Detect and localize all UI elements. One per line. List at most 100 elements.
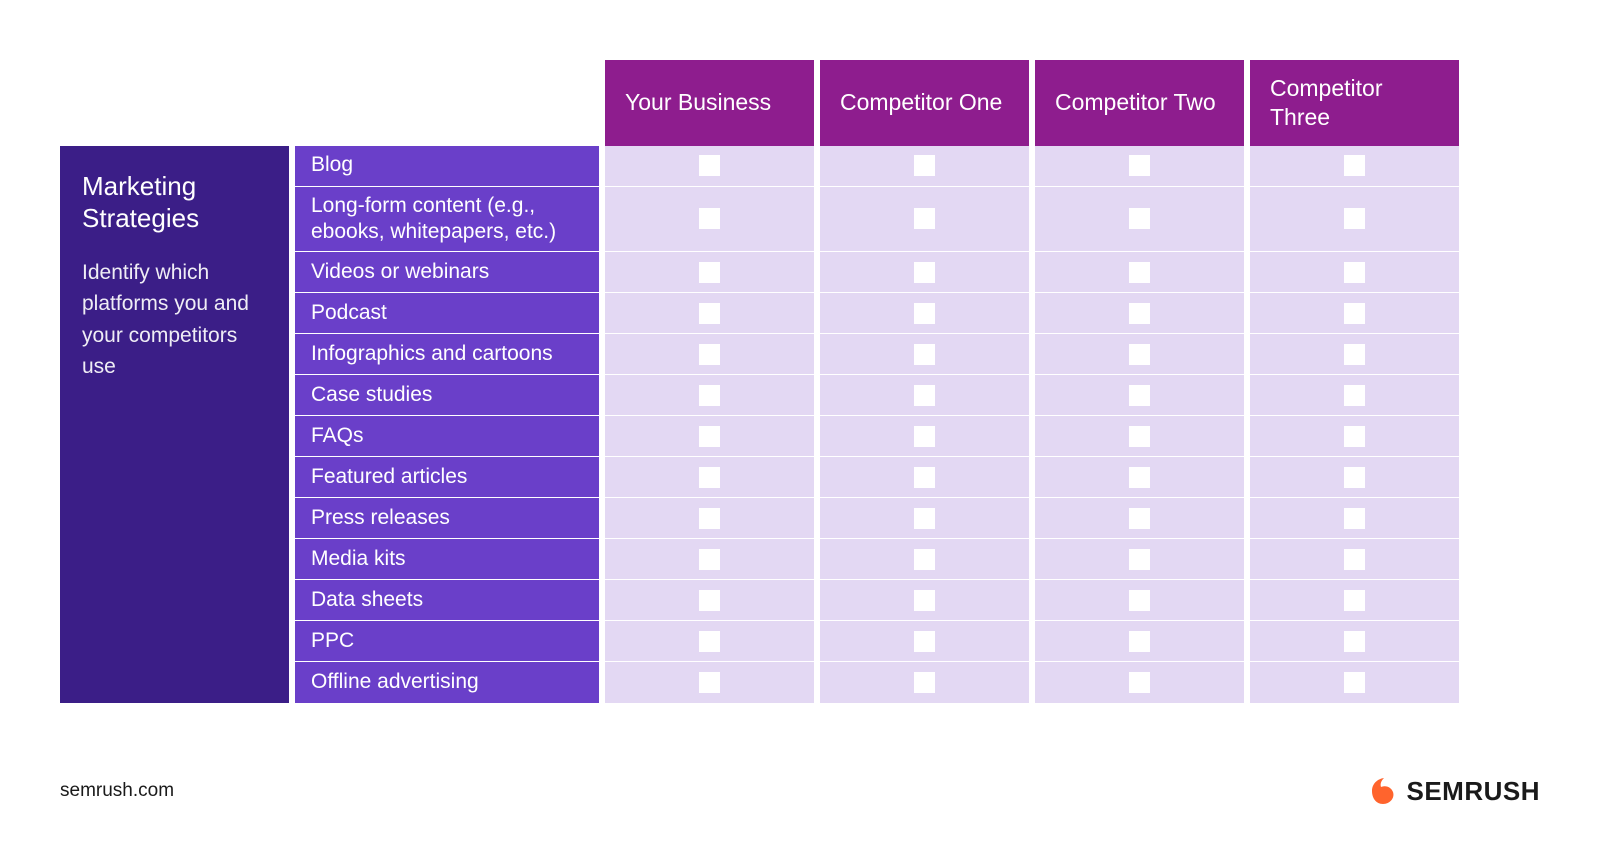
checkbox[interactable] xyxy=(1129,344,1150,365)
grid-cell xyxy=(1035,252,1244,293)
sidebar: Marketing StrategiesIdentify which platf… xyxy=(60,146,289,704)
grid-cell xyxy=(1250,375,1459,416)
checkbox[interactable] xyxy=(699,385,720,406)
grid-cell xyxy=(820,580,1029,621)
checkbox[interactable] xyxy=(1344,672,1365,693)
checkbox[interactable] xyxy=(699,155,720,176)
checkbox[interactable] xyxy=(914,303,935,324)
checkbox[interactable] xyxy=(1344,155,1365,176)
grid-cell xyxy=(820,662,1029,703)
checkbox[interactable] xyxy=(1344,262,1365,283)
grid-cell xyxy=(605,498,814,539)
checkbox[interactable] xyxy=(1129,631,1150,652)
grid-cell xyxy=(1250,580,1459,621)
checkbox[interactable] xyxy=(914,549,935,570)
grid-cell xyxy=(1250,662,1459,703)
checkbox[interactable] xyxy=(1344,508,1365,529)
checkbox[interactable] xyxy=(1129,426,1150,447)
checkbox[interactable] xyxy=(1129,672,1150,693)
checkbox[interactable] xyxy=(1129,303,1150,324)
checkbox[interactable] xyxy=(1344,303,1365,324)
grid-cell xyxy=(820,334,1029,375)
row-label: Featured articles xyxy=(295,457,599,498)
grid-cell xyxy=(1250,621,1459,662)
checkbox[interactable] xyxy=(914,631,935,652)
checkbox[interactable] xyxy=(914,672,935,693)
grid-cell xyxy=(820,146,1029,187)
grid-cell xyxy=(605,539,814,580)
checkbox[interactable] xyxy=(699,549,720,570)
checkbox[interactable] xyxy=(699,672,720,693)
grid-cell xyxy=(820,252,1029,293)
checkbox[interactable] xyxy=(1344,590,1365,611)
checkbox[interactable] xyxy=(914,467,935,488)
checkbox[interactable] xyxy=(699,303,720,324)
grid-cell xyxy=(1035,146,1244,187)
grid-cell xyxy=(1250,416,1459,457)
checkbox[interactable] xyxy=(1129,508,1150,529)
grid-cell xyxy=(605,146,814,187)
checkbox[interactable] xyxy=(699,262,720,283)
footer-url: semrush.com xyxy=(60,780,174,802)
grid-cell xyxy=(1035,334,1244,375)
checkbox[interactable] xyxy=(914,262,935,283)
row-label: Podcast xyxy=(295,293,599,334)
checkbox[interactable] xyxy=(1344,549,1365,570)
grid-cell xyxy=(820,416,1029,457)
grid-cell xyxy=(1035,293,1244,334)
checkbox[interactable] xyxy=(1129,208,1150,229)
row-label: FAQs xyxy=(295,416,599,457)
checkbox[interactable] xyxy=(914,155,935,176)
row-label: PPC xyxy=(295,621,599,662)
grid-cell xyxy=(605,334,814,375)
grid-cell xyxy=(820,621,1029,662)
checkbox[interactable] xyxy=(699,467,720,488)
row-label: Press releases xyxy=(295,498,599,539)
checkbox[interactable] xyxy=(1129,262,1150,283)
checkbox[interactable] xyxy=(1129,385,1150,406)
checkbox[interactable] xyxy=(914,208,935,229)
checkbox[interactable] xyxy=(699,590,720,611)
grid-cell xyxy=(1035,621,1244,662)
checkbox[interactable] xyxy=(699,508,720,529)
grid-cell xyxy=(1250,293,1459,334)
grid-cell xyxy=(820,293,1029,334)
column-header: Competitor Three xyxy=(1250,60,1459,146)
checkbox[interactable] xyxy=(1344,631,1365,652)
checkbox[interactable] xyxy=(914,590,935,611)
checkbox[interactable] xyxy=(1344,208,1365,229)
grid-cell xyxy=(605,457,814,498)
checkbox[interactable] xyxy=(699,208,720,229)
checkbox[interactable] xyxy=(699,426,720,447)
grid-cell xyxy=(605,375,814,416)
checkbox[interactable] xyxy=(1129,590,1150,611)
brand-name: SEMRUSH xyxy=(1406,776,1540,807)
checkbox[interactable] xyxy=(699,631,720,652)
row-label: Data sheets xyxy=(295,580,599,621)
checkbox[interactable] xyxy=(1129,155,1150,176)
row-label: Offline advertising xyxy=(295,662,599,703)
checkbox[interactable] xyxy=(699,344,720,365)
checkbox[interactable] xyxy=(1344,467,1365,488)
checkbox[interactable] xyxy=(914,426,935,447)
checkbox[interactable] xyxy=(914,385,935,406)
grid-cell xyxy=(820,375,1029,416)
checkbox[interactable] xyxy=(1129,549,1150,570)
infographic-container: Your BusinessCompetitor OneCompetitor Tw… xyxy=(0,0,1600,703)
checkbox[interactable] xyxy=(914,508,935,529)
checkbox[interactable] xyxy=(1344,426,1365,447)
checkbox[interactable] xyxy=(1129,467,1150,488)
checkbox[interactable] xyxy=(914,344,935,365)
grid-cell xyxy=(605,187,814,253)
sidebar-description: Identify which platforms you and your co… xyxy=(82,257,267,383)
grid-cell xyxy=(1250,539,1459,580)
grid-cell xyxy=(605,416,814,457)
grid-cell xyxy=(605,662,814,703)
grid-cell xyxy=(1250,252,1459,293)
grid-cell xyxy=(1250,187,1459,253)
checkbox[interactable] xyxy=(1344,385,1365,406)
row-label: Long-form content (e.g., ebooks, whitepa… xyxy=(295,187,599,253)
grid-cell xyxy=(1035,580,1244,621)
checkbox[interactable] xyxy=(1344,344,1365,365)
comparison-grid: Your BusinessCompetitor OneCompetitor Tw… xyxy=(60,60,1540,703)
